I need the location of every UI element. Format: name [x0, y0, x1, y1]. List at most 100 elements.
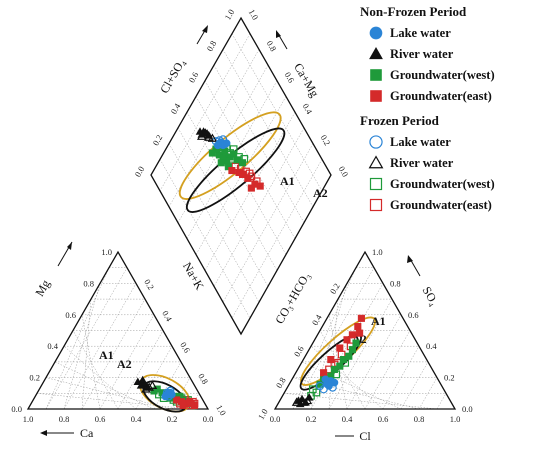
anion-axis-label-so4: SO₄ — [420, 284, 442, 308]
diamond-tick-left: 0.8 — [204, 39, 218, 53]
anion-point-gwe_nf — [357, 314, 365, 322]
anion-point-gwe_nf — [336, 344, 344, 352]
anion-tick-right: 0.6 — [408, 310, 419, 320]
cation-tick-left: 1.0 — [101, 247, 112, 257]
cation-zone-label: A1 — [99, 348, 114, 362]
anion-point-gwe_nf — [327, 355, 335, 364]
anion-axis-label-co3: CO₃+HCO₃ — [272, 270, 313, 326]
anion-point-gww_nf — [330, 365, 338, 373]
legend-marker-gwe_nf — [370, 90, 382, 102]
cation-gridline — [54, 361, 155, 410]
diamond-gridline — [222, 49, 314, 207]
anion-tick-bottom: 1.0 — [450, 414, 461, 424]
cation-point-river_nf — [136, 381, 146, 389]
diamond-gridline — [231, 159, 323, 319]
anion-point-gwe_nf — [343, 336, 351, 344]
cation-tick-left: 0.4 — [47, 341, 58, 351]
cation-tick-bottom: 0.2 — [167, 414, 178, 424]
anion-point-lake_nf — [321, 375, 330, 384]
diamond-point-gwe_nf — [256, 182, 264, 190]
cation-gridline — [63, 346, 137, 410]
cation-point-gwe_nf — [177, 398, 186, 406]
anion-point-gwe_nf — [354, 323, 362, 331]
diamond-tick-right: 0.0 — [337, 164, 351, 178]
anion-zone-label: A1 — [371, 314, 386, 328]
anion-point-river_nf — [301, 398, 310, 406]
cation-axis-label-mg: Mg — [32, 277, 52, 298]
anion-tick-left: 0.4 — [310, 312, 324, 327]
diamond-point-gww_nf — [217, 159, 225, 167]
anion-tick-right: 0.2 — [444, 373, 455, 383]
cation-point-gwe_nf — [187, 400, 195, 408]
legend-marker-lake_f — [369, 135, 383, 149]
diamond-point-gww_nf — [208, 149, 216, 157]
anion-gridline — [301, 361, 402, 410]
diamond-point-river_nf — [195, 127, 205, 135]
anion-gridline — [328, 298, 393, 410]
cation-tick-bottom: 0.6 — [95, 414, 106, 424]
diamond-point-gwe_nf — [235, 168, 243, 177]
cation-tick-right: 0.2 — [142, 277, 156, 291]
anion-tick-bottom: 0.2 — [306, 414, 317, 424]
anion-tick-right: 0.0 — [462, 404, 473, 414]
anion-gridline — [382, 346, 420, 410]
cation-tick-bottom: 1.0 — [23, 414, 34, 424]
cation-axis-label-ca: Ca — [80, 426, 94, 440]
anion-gridline — [328, 314, 348, 410]
legend-label: Lake water — [390, 26, 451, 40]
anion-point-river_nf — [295, 399, 305, 408]
diamond-tick-right: 0.4 — [301, 102, 315, 117]
anion-tick-bottom: 0.6 — [378, 414, 389, 424]
cation-tick-left: 0.8 — [83, 278, 94, 288]
cation-tick-right: 0.4 — [160, 309, 174, 324]
diamond-gridline — [204, 80, 296, 239]
diamond-tick-left: 0.6 — [186, 70, 200, 84]
anion-tick-bottom: 0.0 — [270, 414, 281, 424]
diamond-axis-label-clso4: Cl+SO₄ — [157, 56, 188, 96]
anion-tick-bottom: 0.4 — [342, 414, 353, 424]
cation-tick-right: 0.6 — [178, 340, 192, 354]
cation-gridline — [63, 283, 101, 410]
cation-axis-arrowhead-ca — [40, 430, 47, 436]
diamond-point-gwe_nf — [228, 166, 236, 175]
diamond-point-gwe_nf — [244, 174, 252, 182]
anion-point-gww_nf — [345, 352, 353, 360]
cation-point-river_nf — [143, 382, 152, 391]
diamond-axis-arrowhead-left — [202, 25, 208, 33]
anion-gridline — [400, 361, 429, 410]
anion-point-river_nf — [304, 393, 314, 401]
diamond-gridline — [159, 159, 251, 319]
cation-point-river_f — [147, 380, 158, 389]
cation-tick-bottom: 0.8 — [59, 414, 70, 424]
diamond-zone-label: A1 — [280, 174, 295, 188]
diamond-gridline — [222, 143, 314, 303]
cation-gridline — [117, 330, 164, 410]
cation-gridline — [45, 267, 128, 410]
anion-gridline — [364, 330, 411, 410]
cation-gridline — [81, 314, 101, 410]
diamond-axis-arrowhead-right — [276, 30, 281, 38]
anion-tick-right: 0.4 — [426, 341, 437, 351]
diamond-tick-left: 0.0 — [132, 164, 146, 178]
diamond-gridline — [213, 64, 305, 223]
diamond-point-gww_nf — [238, 159, 247, 167]
diamond-tick-right: 0.8 — [265, 39, 279, 53]
cation-axis-arrowhead-mg — [67, 242, 72, 250]
anion-axis-label-cl: Cl — [359, 429, 371, 443]
legend-marker-gwe_f — [369, 198, 383, 212]
diamond-tick-right: 0.6 — [283, 70, 297, 84]
legend-marker-lake_nf — [369, 26, 383, 40]
diamond-zone-label: A2 — [313, 186, 328, 200]
diamond-tick-left: 0.2 — [150, 133, 164, 147]
diamond-tick-right: 1.0 — [247, 7, 261, 21]
legend-label: Groundwater(west) — [390, 68, 495, 82]
cation-tick-right: 1.0 — [214, 403, 228, 417]
anion-point-lake_nf — [330, 378, 339, 387]
diamond-tick-left: 0.4 — [168, 101, 182, 116]
anion-tick-left: 1.0 — [256, 407, 270, 421]
anion-point-gwe_nf — [320, 369, 328, 377]
anion-axis-arrowhead-so4 — [407, 255, 413, 263]
cation-gridline — [72, 330, 119, 410]
cation-tick-bottom: 0.0 — [203, 414, 214, 424]
